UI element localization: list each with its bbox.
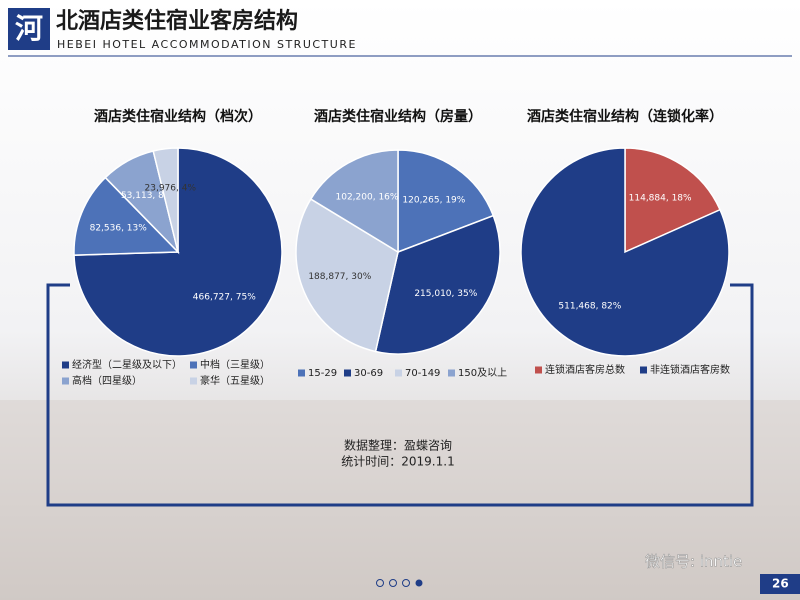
data-label: 53,113, 8%	[121, 191, 173, 201]
legend-swatch	[344, 369, 351, 377]
header-icon: 河	[15, 12, 43, 45]
legend-swatch	[640, 366, 647, 374]
legend-label: 70-149	[405, 368, 440, 379]
chart-title: 酒店类住宿业结构（连锁化率）	[527, 108, 723, 125]
header-subtitle: HEBEI HOTEL ACCOMMODATION STRUCTURE	[57, 38, 357, 51]
pie-slice	[152, 147, 179, 253]
pager-dot	[402, 579, 410, 587]
legend-swatch	[62, 377, 69, 385]
pie-slice	[309, 149, 399, 254]
legend-label: 中档（三星级）	[200, 358, 270, 371]
pie-slice	[374, 214, 501, 355]
page-number: 26	[772, 577, 789, 591]
legend-swatch	[395, 369, 402, 377]
room-backdrop	[0, 400, 800, 600]
legend-swatch	[62, 361, 69, 369]
page-number-box	[760, 574, 800, 594]
chart-title: 酒店类住宿业结构（档次）	[94, 108, 262, 125]
legend-label: 150及以上	[458, 367, 507, 379]
legend-label: 连锁酒店客房总数	[545, 363, 625, 376]
pager	[376, 579, 423, 587]
pie-slice	[73, 147, 283, 357]
legend-label: 高档（四星级）	[72, 374, 142, 387]
chart-title: 酒店类住宿业结构（房量）	[314, 108, 482, 125]
legend-label: 经济型（二星级及以下）	[72, 358, 182, 371]
legend-label: 30-69	[354, 368, 383, 379]
pie-slice	[397, 149, 495, 254]
data-label: 511,468, 82%	[558, 302, 621, 312]
data-label: 466,727, 75%	[193, 292, 256, 302]
legend-label: 15-29	[308, 368, 337, 379]
pager-dot	[415, 579, 423, 587]
watermark: 微信号: inntie	[645, 553, 742, 571]
data-label: 82,536, 13%	[90, 223, 148, 233]
legend-swatch	[190, 361, 197, 369]
data-label: 188,877, 30%	[308, 272, 371, 282]
pie-slice	[73, 176, 180, 256]
pager-dot	[376, 579, 384, 587]
data-label: 215,010, 35%	[414, 289, 477, 299]
source-note: 数据整理：盈蝶咨询	[344, 438, 452, 453]
pie-slice	[520, 147, 730, 357]
header-icon-box	[8, 8, 50, 50]
legend-swatch	[535, 366, 542, 374]
data-label: 23,976, 4%	[145, 183, 197, 193]
legend-swatch	[448, 369, 455, 377]
source-date: 统计时间：2019.1.1	[341, 455, 454, 469]
pie-slice	[624, 147, 722, 254]
legend-label: 豪华（五星级）	[200, 374, 270, 387]
data-label: 102,200, 16%	[336, 192, 399, 202]
data-label: 114,884, 18%	[629, 193, 692, 203]
frame	[46, 283, 754, 507]
legend-label: 非连锁酒店客房数	[650, 363, 730, 376]
data-label: 120,265, 19%	[402, 195, 465, 205]
pager-dot	[389, 579, 397, 587]
header-title: 北酒店类住宿业客房结构	[56, 8, 298, 34]
legend-swatch	[190, 377, 197, 385]
legend-swatch	[298, 369, 305, 377]
